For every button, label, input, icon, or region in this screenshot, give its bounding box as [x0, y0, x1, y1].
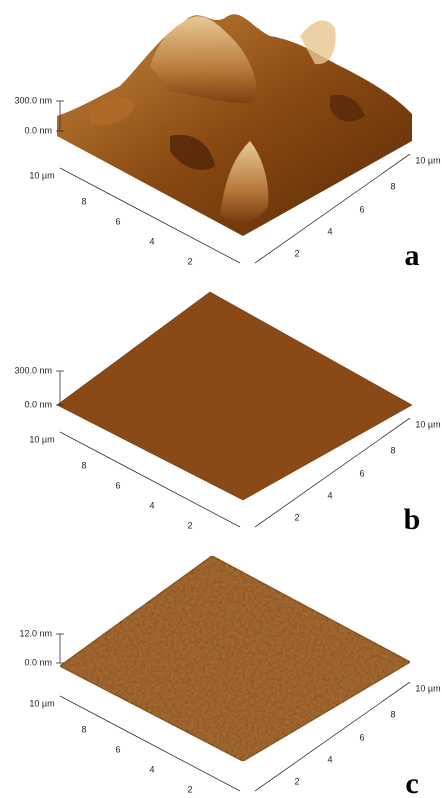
left-tick-label: 6 [115, 216, 120, 226]
panel-letter: c [405, 767, 418, 798]
right-tick-label: 10 µm [415, 155, 440, 165]
right-tick-label: 4 [327, 226, 332, 236]
right-tick-label: 6 [359, 732, 364, 742]
z-axis: 12.0 nm 0.0 nm [19, 628, 64, 667]
right-tick-label: 10 µm [415, 683, 440, 693]
z-axis: 300.0 nm 0.0 nm [14, 95, 64, 135]
left-tick-label: 8 [81, 460, 86, 470]
panel-letter: b [404, 503, 421, 536]
left-tick-label: 6 [115, 744, 120, 754]
z-axis: 300.0 nm 0.0 nm [14, 365, 64, 409]
left-tick-label: 10 µm [29, 434, 54, 444]
left-tick-label: 6 [115, 480, 120, 490]
left-tick-label: 2 [187, 784, 192, 794]
surface [60, 556, 410, 761]
afm-panel: 10 µm 8 6 4 2 2 4 6 8 10 µm c [29, 556, 440, 798]
right-tick-label: 2 [294, 776, 299, 786]
left-tick-label: 4 [149, 500, 154, 510]
right-tick-label: 10 µm [415, 419, 440, 429]
left-tick-label: 2 [187, 520, 192, 530]
z-tick-label: 300.0 nm [14, 95, 52, 105]
right-tick-label: 6 [359, 204, 364, 214]
afm-figure: 10 µm 8 6 4 2 2 4 6 8 10 µm a 300.0 nm 0.0 nm 10 µm 8 6… [0, 0, 442, 798]
right-tick-label: 8 [390, 445, 395, 455]
z-tick-label: 0.0 nm [24, 657, 52, 667]
z-tick-label: 300.0 nm [14, 365, 52, 375]
right-tick-label: 8 [390, 181, 395, 191]
left-tick-label: 4 [149, 236, 154, 246]
right-tick-label: 2 [294, 248, 299, 258]
right-tick-label: 2 [294, 512, 299, 522]
right-tick-label: 8 [390, 709, 395, 719]
right-tick-label: 4 [327, 754, 332, 764]
left-tick-label: 4 [149, 764, 154, 774]
panel-letter: a [405, 239, 420, 272]
left-tick-label: 8 [81, 196, 86, 206]
z-tick-label: 0.0 nm [24, 399, 52, 409]
afm-panel: 10 µm 8 6 4 2 2 4 6 8 10 µm b [29, 292, 440, 536]
left-tick-label: 8 [81, 724, 86, 734]
z-tick-label: 0.0 nm [24, 125, 52, 135]
right-tick-label: 4 [327, 490, 332, 500]
left-tick-label: 10 µm [29, 698, 54, 708]
z-tick-label: 12.0 nm [19, 628, 52, 638]
left-tick-label: 10 µm [29, 170, 54, 180]
afm-panel: 10 µm 8 6 4 2 2 4 6 8 10 µm a [29, 14, 440, 272]
right-tick-label: 6 [359, 468, 364, 478]
left-tick-label: 2 [187, 256, 192, 266]
